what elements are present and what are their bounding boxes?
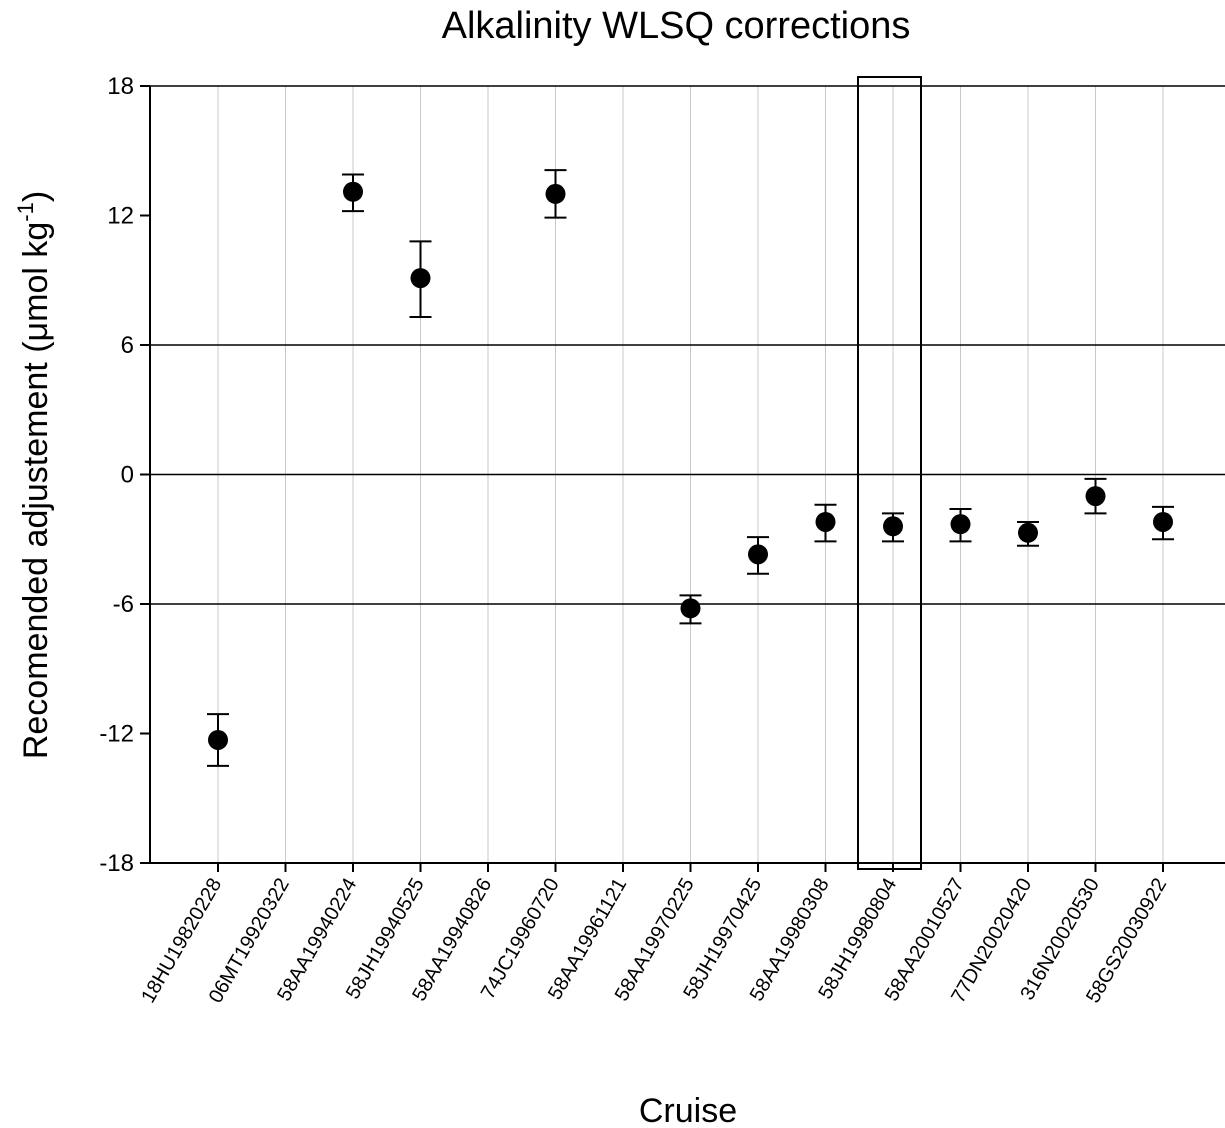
data-point bbox=[950, 514, 971, 535]
data-point bbox=[883, 516, 903, 537]
data-point bbox=[1153, 511, 1173, 532]
y-axis-label-close: ) bbox=[17, 191, 55, 202]
highlight-box bbox=[857, 76, 922, 870]
data-markers bbox=[208, 181, 1173, 750]
y-tick-label: 18 bbox=[107, 73, 134, 100]
data-point bbox=[815, 511, 836, 532]
data-point bbox=[545, 183, 566, 204]
chart-title: Alkalinity WLSQ corrections bbox=[442, 5, 911, 47]
y-tick-label: -12 bbox=[99, 721, 134, 748]
y-axis-label-sup: -1 bbox=[13, 202, 38, 222]
data-point bbox=[748, 544, 768, 565]
y-axis-label-main: Recomended adjustement ( bbox=[17, 341, 55, 759]
x-axis-label: Cruise bbox=[639, 1092, 737, 1128]
data-point bbox=[1085, 486, 1106, 507]
horizontal-gridlines bbox=[150, 85, 1225, 605]
data-point bbox=[208, 729, 228, 750]
y-tick-label: 0 bbox=[121, 462, 134, 489]
data-point bbox=[680, 598, 701, 619]
data-point bbox=[1018, 522, 1038, 543]
x-tick-labels: 18HU1982022806MT1992032258AA1994022458JH… bbox=[137, 875, 1171, 1007]
y-axis-label-unit: mol kg bbox=[17, 222, 55, 322]
data-point bbox=[410, 268, 431, 289]
y-tick-label: 12 bbox=[107, 203, 134, 230]
y-ticks bbox=[140, 85, 150, 864]
data-point bbox=[343, 181, 363, 202]
y-tick-label: -18 bbox=[99, 850, 134, 877]
x-ticks bbox=[217, 863, 1164, 872]
y-tick-label: 6 bbox=[121, 332, 134, 359]
y-axis-label-mu: μ bbox=[17, 322, 55, 342]
y-axis-label: Recomended adjustement (μmol kg-1) bbox=[13, 191, 55, 759]
y-tick-labels: 18 12 6 0 -6 -12 -18 bbox=[99, 73, 134, 877]
y-tick-label: -6 bbox=[113, 591, 134, 618]
